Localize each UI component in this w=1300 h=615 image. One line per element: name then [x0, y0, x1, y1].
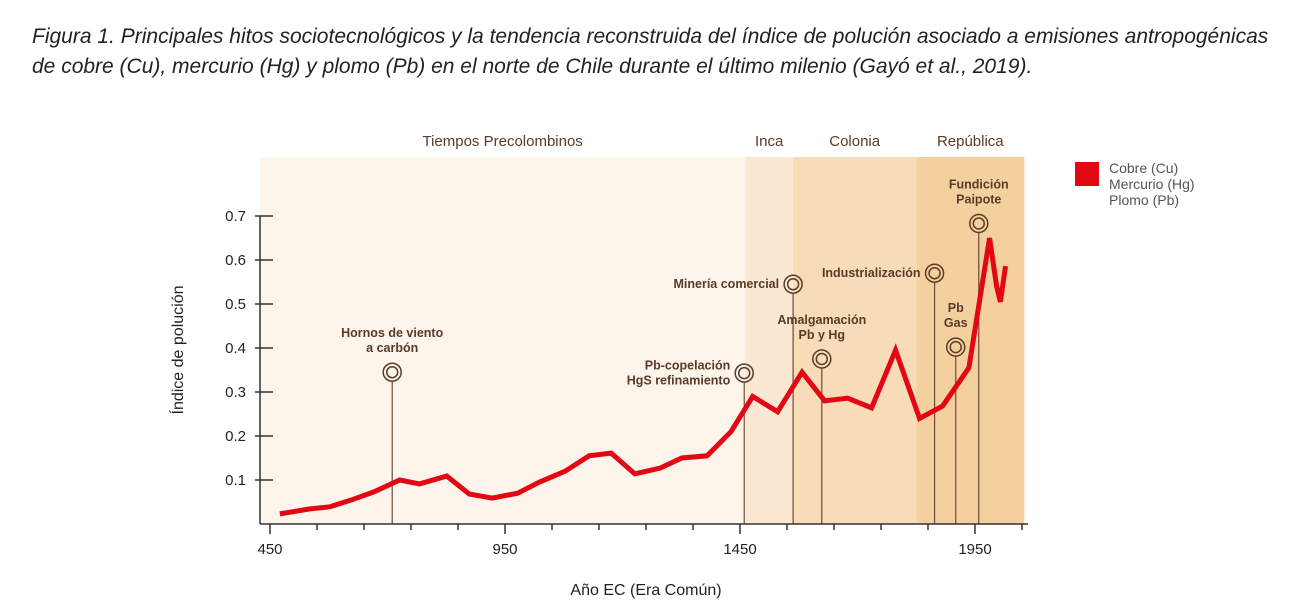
annotation-label: Paipote	[956, 192, 1001, 206]
y-axis-title: Índice de polución	[168, 286, 187, 415]
legend-entry: Plomo (Pb)	[1109, 192, 1179, 208]
period-band	[916, 157, 1025, 524]
milestone-marker-icon	[382, 362, 402, 382]
annotation-label: Fundición	[949, 177, 1009, 191]
y-tick-label: 0.5	[225, 296, 246, 313]
period-label: Tiempos Precolombinos	[422, 133, 582, 150]
annotation-label: Gas	[944, 316, 968, 330]
x-tick-label: 950	[492, 541, 517, 558]
milestone-marker-inner	[928, 266, 941, 280]
milestone-marker-icon	[945, 337, 966, 357]
y-tick-label: 0.6	[225, 252, 246, 269]
milestone-marker-icon	[969, 213, 989, 234]
annotation-label: Amalgamación	[777, 313, 866, 327]
period-band	[745, 157, 794, 524]
milestone-marker-inner	[737, 366, 751, 380]
y-tick-label: 0.7	[225, 208, 246, 225]
annotation-label: Industrialización	[822, 266, 921, 280]
milestone-marker-inner	[385, 365, 399, 379]
milestone-marker-inner	[786, 277, 800, 291]
milestone-marker-icon	[783, 274, 803, 294]
pollution-index-line	[279, 237, 1009, 517]
y-tick-label: 0.3	[225, 384, 246, 401]
y-tick-label: 0.2	[225, 428, 246, 445]
figure-caption: Figura 1. Principales hitos sociotecnoló…	[32, 22, 1282, 82]
milestone-marker-icon	[812, 349, 832, 369]
period-label: Colonia	[829, 133, 881, 150]
caption-label: Figura 1.	[32, 25, 115, 48]
period-band	[260, 157, 746, 524]
milestone-marker-icon	[924, 263, 945, 283]
annotation-label: Minería comercial	[674, 277, 780, 291]
annotation-label: Pb-copelación	[645, 359, 730, 373]
period-label: Inca	[755, 133, 784, 150]
x-tick-label: 1450	[723, 541, 756, 558]
annotation-label: a carbón	[366, 341, 418, 355]
x-tick-label: 1950	[958, 541, 991, 558]
annotation-label: Pb	[948, 301, 964, 315]
y-tick-label: 0.4	[225, 340, 246, 357]
y-tick-label: 0.1	[225, 472, 246, 489]
legend-entry: Mercurio (Hg)	[1109, 176, 1195, 192]
legend-swatch	[1075, 162, 1099, 186]
caption-text: Principales hitos sociotecnológicos y la…	[32, 25, 1269, 78]
x-tick-label: 450	[257, 541, 282, 558]
period-band	[793, 157, 917, 524]
annotation-label: HgS refinamiento	[627, 374, 731, 388]
annotation-label: Hornos de viento	[341, 326, 443, 340]
x-axis-title: Año EC (Era Común)	[570, 582, 721, 599]
milestone-marker-inner	[949, 340, 962, 354]
period-label: República	[937, 133, 1004, 150]
annotation-label: Pb y Hg	[799, 328, 846, 342]
legend-entry: Cobre (Cu)	[1109, 160, 1178, 176]
milestone-marker-inner	[972, 217, 986, 230]
milestone-marker-icon	[734, 363, 754, 383]
milestone-marker-inner	[815, 352, 829, 366]
